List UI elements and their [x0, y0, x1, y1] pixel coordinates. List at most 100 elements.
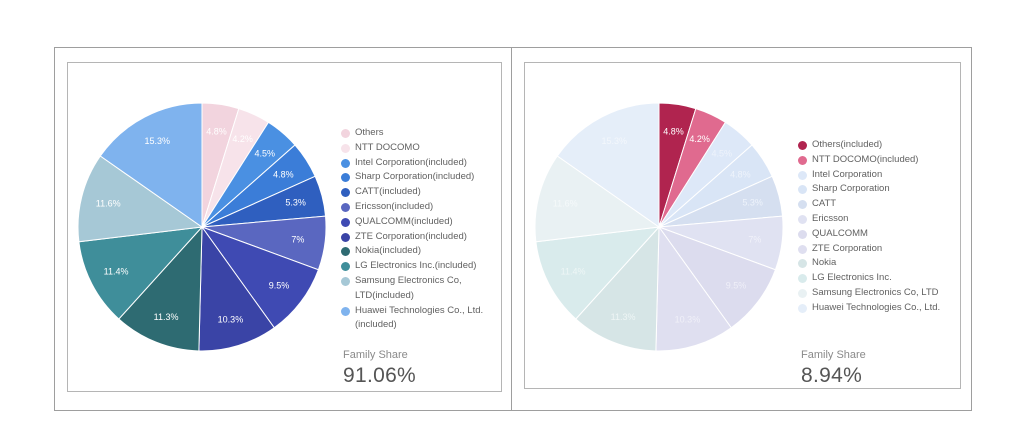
slice-data-label: 11.6%: [96, 199, 121, 209]
legend-item[interactable]: Ericsson: [798, 212, 940, 227]
slice-data-label: 4.5%: [712, 148, 733, 158]
slice-data-label: 7%: [748, 235, 761, 245]
slice-data-label: 11.6%: [553, 199, 578, 209]
pie-slice[interactable]: [198, 225, 275, 352]
legend-item[interactable]: Intel Corporation: [798, 168, 940, 183]
legend-item[interactable]: Huawei Technologies Co., Ltd. (included): [341, 304, 483, 334]
slice-data-label: 4.2%: [689, 134, 710, 144]
legend-swatch: [798, 155, 807, 165]
legend-label: Others(included): [812, 139, 883, 150]
legend-swatch: [341, 262, 350, 272]
legend-item[interactable]: Huawei Technologies Co., Ltd.: [798, 301, 940, 316]
pie-slice[interactable]: [556, 102, 660, 228]
legend-swatch: [798, 141, 807, 150]
legend-label: Nokia: [812, 257, 837, 269]
slice-data-label: 5.3%: [742, 198, 763, 208]
legend-item[interactable]: CATT(included): [341, 185, 483, 200]
slice-data-label: 9.5%: [269, 281, 290, 291]
legend-item[interactable]: LG Electronics Inc.: [798, 271, 940, 286]
legend-swatch: [341, 217, 350, 227]
legend-item[interactable]: Samsung Electronics Co, LTD: [798, 286, 940, 301]
slice-data-label: 10.3%: [218, 314, 244, 324]
pie-slice[interactable]: [534, 155, 661, 243]
legend-item[interactable]: Sharp Corporation: [798, 182, 940, 197]
legend-item[interactable]: Nokia(included): [341, 244, 483, 259]
legend-item[interactable]: Nokia: [798, 256, 940, 271]
slice-data-label: 4.8%: [663, 126, 684, 136]
legend-label: Samsung Electronics Co, LTD: [812, 286, 939, 298]
legend-swatch: [798, 274, 807, 284]
slice-data-label: 4.8%: [273, 170, 294, 180]
pie-slice[interactable]: [575, 225, 660, 352]
legend-item[interactable]: Others(included): [798, 138, 940, 153]
legend-label: NTT DOCOMO: [355, 141, 420, 153]
legend-swatch: [798, 303, 807, 313]
pie-slice[interactable]: [118, 225, 203, 352]
legend-item[interactable]: Intel Corporation(included): [341, 156, 483, 171]
legend-label: QUALCOMM(included): [355, 215, 453, 227]
legend-swatch: [798, 214, 807, 224]
legend-swatch: [341, 232, 350, 242]
legend-label: Sharp Corporation(included): [355, 171, 475, 183]
legend-label: Sharp Corporation: [812, 183, 890, 195]
slice-data-label: 15.3%: [145, 136, 171, 146]
legend-item[interactable]: NTT DOCOMO: [341, 141, 483, 156]
chart-panel-right[interactable]: 4.8% 4.2% 4.5% 4.8% 5.3% 7% 9.5% 10.3% 11.3% 11.4…: [524, 62, 961, 389]
legend-label: Ericsson(included): [355, 200, 434, 212]
legend-label: Intel Corporation: [812, 168, 883, 180]
legend-label: LG Electronics Inc.: [812, 272, 892, 284]
slice-data-label: 7%: [291, 235, 304, 245]
legend-swatch: [798, 185, 807, 195]
legend-swatch: [341, 306, 350, 316]
legend-label: LG Electronics Inc.(included): [355, 260, 477, 272]
pie-slice[interactable]: [77, 155, 204, 243]
legend-item[interactable]: QUALCOMM(included): [341, 215, 483, 230]
legend-label: Ericsson: [812, 212, 849, 224]
legend-label: QUALCOMM: [812, 227, 868, 239]
slice-data-label: 4.2%: [232, 134, 253, 144]
slice-data-label: 10.3%: [675, 314, 701, 324]
slice-data-label: 11.4%: [561, 266, 586, 276]
legend-swatch: [798, 259, 807, 269]
slice-data-label: 5.3%: [285, 198, 306, 208]
legend-item[interactable]: NTT DOCOMO(included): [798, 153, 940, 168]
pie-slice[interactable]: [99, 102, 203, 228]
chart-panel-left[interactable]: 4.8% 4.2% 4.5% 4.8% 5.3% 7% 9.5% 10.3% 11.3% 11.4…: [67, 62, 502, 392]
slice-data-label: 11.4%: [104, 266, 129, 276]
legend-label: Samsung Electronics Co, LTD(included): [355, 274, 462, 301]
legend-item[interactable]: Sharp Corporation(included): [341, 170, 483, 185]
legend-swatch: [341, 143, 350, 153]
legend-label: Huawei Technologies Co., Ltd. (included): [355, 304, 484, 331]
legend-swatch: [798, 170, 807, 180]
slice-data-label: 11.3%: [154, 312, 179, 322]
legend-swatch: [798, 244, 807, 254]
family-share-label: Family Share: [801, 349, 866, 361]
legend-item[interactable]: ZTE Corporation: [798, 242, 940, 257]
legend-swatch: [798, 229, 807, 239]
legend-right: Others(included) NTT DOCOMO(included) Inte…: [798, 138, 940, 316]
legend-swatch: [341, 173, 350, 183]
legend-item[interactable]: Samsung Electronics Co, LTD(included): [341, 274, 483, 304]
legend-item[interactable]: Ericsson(included): [341, 200, 483, 215]
legend-item[interactable]: CATT: [798, 197, 940, 212]
legend-swatch: [341, 202, 350, 212]
slice-data-label: 15.3%: [602, 136, 628, 146]
panel-divider: [511, 47, 512, 411]
legend-item[interactable]: Others: [341, 126, 483, 141]
pie-chart-right: 4.8% 4.2%4.5% 4.8% 5.3% 7% 9.5% 10.3% 11.3% 11.4…: [534, 102, 784, 352]
legend-label: CATT: [812, 198, 837, 210]
pie-slice[interactable]: [535, 226, 661, 320]
pie-slice[interactable]: [655, 225, 732, 352]
legend-swatch: [341, 247, 350, 257]
legend-item[interactable]: QUALCOMM: [798, 227, 940, 242]
pie-slice[interactable]: [78, 226, 204, 320]
legend-swatch: [341, 188, 350, 198]
legend-label: ZTE Corporation: [812, 242, 883, 254]
legend-left: Others NTT DOCOMO Intel Corporation(includ…: [341, 126, 483, 333]
legend-label: Nokia(included): [355, 245, 422, 257]
legend-item[interactable]: ZTE Corporation(included): [341, 230, 483, 245]
legend-swatch: [341, 158, 350, 168]
legend-item[interactable]: LG Electronics Inc.(included): [341, 259, 483, 274]
family-share-value: 91.06%: [343, 364, 417, 387]
slice-data-label: 4.5%: [255, 148, 276, 158]
